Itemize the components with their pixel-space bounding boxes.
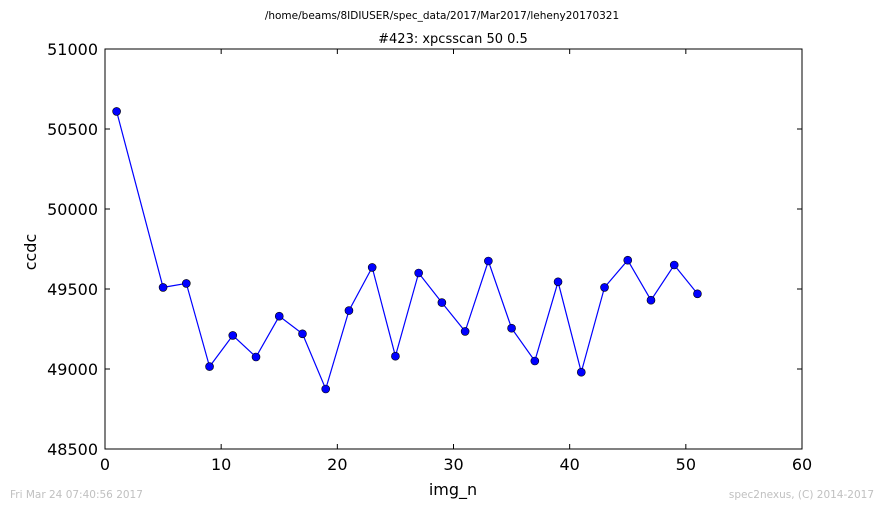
data-point (251, 352, 261, 362)
x-axis-label: img_n (429, 480, 477, 500)
series-layer (112, 107, 702, 394)
data-point (228, 331, 238, 340)
data-point (669, 260, 679, 270)
y-tick-label: 48500 (47, 440, 98, 459)
data-point (576, 367, 586, 377)
data-point (600, 283, 609, 292)
x-tick-label: 30 (443, 455, 463, 474)
x-axis: 0 10 20 30 40 50 60 (100, 49, 812, 474)
data-point (460, 327, 470, 336)
x-tick-label: 0 (100, 455, 110, 474)
data-point (553, 277, 563, 287)
x-tick-label: 40 (559, 455, 579, 474)
x-tick-label: 10 (211, 455, 231, 474)
y-tick-label: 49500 (47, 280, 98, 299)
data-point (391, 351, 400, 361)
data-point (182, 279, 191, 288)
data-point (112, 107, 121, 116)
data-point (484, 256, 493, 266)
data-point (693, 289, 702, 299)
data-point (437, 298, 447, 307)
y-tick-label: 50000 (47, 200, 98, 219)
series-line (116, 111, 698, 391)
y-axis: 48500 49000 49500 50000 50500 51000 (47, 40, 802, 459)
data-point (205, 362, 214, 371)
data-point (623, 255, 633, 265)
data-point (298, 329, 307, 339)
y-tick-label: 51000 (47, 40, 98, 59)
data-point (274, 311, 284, 321)
data-point (414, 268, 423, 278)
y-tick-label: 50500 (47, 120, 98, 139)
data-point (321, 384, 331, 394)
y-tick-label: 49000 (47, 360, 98, 379)
plot-frame (104, 48, 803, 450)
x-tick-label: 60 (792, 455, 812, 474)
footer-timestamp: Fri Mar 24 07:40:56 2017 (10, 489, 143, 501)
x-tick-label: 50 (676, 455, 696, 474)
chart-title: #423: xpcsscan 50 0.5 (378, 32, 528, 47)
data-point (344, 306, 354, 315)
x-tick-label: 20 (327, 455, 347, 474)
data-point (158, 283, 168, 292)
data-point (367, 263, 377, 272)
data-point (646, 295, 656, 305)
data-point (530, 356, 540, 366)
data-file-path: /home/beams/8IDIUSER/spec_data/2017/Mar2… (265, 10, 619, 22)
y-axis-label: ccdc (21, 234, 40, 271)
data-point (507, 323, 516, 333)
footer-credit: spec2nexus, (C) 2014-2017 (729, 489, 874, 501)
